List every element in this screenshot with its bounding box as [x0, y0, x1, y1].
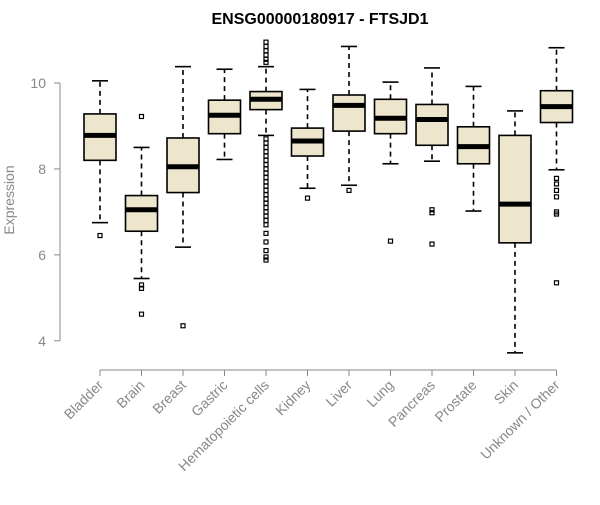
outlier-point	[263, 140, 269, 146]
outlier-point	[387, 238, 394, 244]
outlier-point	[263, 179, 269, 185]
box-breast	[166, 65, 200, 329]
outlier-point	[263, 254, 269, 260]
outlier-point	[263, 222, 269, 228]
boxes-group	[83, 39, 574, 354]
outlier-point	[429, 207, 435, 213]
outlier-point	[138, 285, 145, 291]
outlier-point	[138, 311, 145, 317]
outlier-point	[263, 209, 269, 215]
box-bladder	[83, 80, 117, 239]
outlier-point	[263, 149, 269, 155]
x-tick-label: Bladder	[61, 377, 107, 423]
y-axis: 4 6 8 10	[30, 75, 61, 349]
box-liver	[332, 45, 366, 194]
outlier-point	[429, 210, 435, 216]
x-tick-label: Brain	[113, 377, 147, 411]
outlier-point	[553, 211, 560, 217]
outlier-point	[263, 196, 269, 202]
outlier-point	[263, 166, 269, 172]
outlier-point	[263, 217, 269, 224]
box-pancreas	[415, 67, 449, 247]
box-prostate	[456, 85, 491, 212]
x-tick-label: Breast	[149, 377, 189, 417]
outlier-point	[553, 280, 560, 286]
chart-title: ENSG00000180917 - FTSJD1	[211, 11, 428, 28]
outlier-point	[263, 39, 269, 45]
iqr-box	[332, 94, 366, 132]
outlier-point	[263, 52, 269, 58]
outlier-point	[263, 183, 269, 189]
iqr-box	[498, 134, 532, 244]
outlier-point	[263, 187, 269, 194]
outlier-point	[263, 213, 269, 219]
outlier-point	[97, 232, 103, 239]
outlier-point	[263, 230, 269, 236]
outlier-point	[263, 239, 269, 245]
y-tick-label: 4	[38, 333, 46, 349]
outlier-point	[263, 200, 269, 206]
outlier-point	[263, 247, 269, 254]
y-tick-label: 10	[30, 75, 46, 91]
box-brain	[124, 113, 159, 317]
outlier-point	[180, 323, 186, 329]
x-tick-label: Kidney	[272, 377, 314, 419]
outlier-point	[263, 144, 269, 151]
box-skin	[498, 110, 532, 354]
y-tick-label: 6	[38, 247, 46, 263]
outlier-point	[263, 174, 269, 181]
x-tick-label: Skin	[491, 377, 522, 408]
iqr-box	[415, 103, 449, 147]
box-kidney	[290, 88, 325, 201]
outlier-point	[263, 192, 269, 198]
outlier-point	[553, 187, 560, 194]
outlier-point	[346, 187, 352, 194]
outlier-point	[263, 56, 269, 62]
outlier-point	[263, 59, 269, 65]
x-tick-label: Liver	[322, 377, 355, 410]
outlier-point	[263, 43, 269, 50]
x-tick-label: Prostate	[431, 377, 479, 425]
outlier-point	[263, 162, 269, 168]
outlier-point	[263, 48, 269, 54]
x-tick-label: Unknown / Other	[477, 377, 563, 463]
outlier-point	[263, 153, 269, 159]
outlier-point	[263, 157, 269, 163]
box-lung	[373, 81, 408, 244]
box-gastric	[207, 68, 242, 161]
outlier-point	[138, 113, 145, 120]
outlier-point	[553, 181, 560, 187]
outlier-point	[553, 175, 560, 181]
box-hematopoietic-cells	[249, 39, 283, 263]
y-axis-label: Expression	[1, 165, 17, 234]
iqr-box	[124, 194, 159, 233]
outlier-point	[429, 241, 435, 247]
outlier-point	[263, 136, 269, 142]
x-tick-label: Lung	[363, 377, 396, 410]
outlier-point	[263, 204, 269, 211]
outlier-point	[263, 170, 269, 176]
outlier-point	[553, 194, 560, 200]
box-unknown-other	[539, 46, 574, 286]
outlier-point	[263, 257, 269, 263]
outlier-point	[304, 195, 311, 201]
y-tick-label: 8	[38, 161, 46, 177]
